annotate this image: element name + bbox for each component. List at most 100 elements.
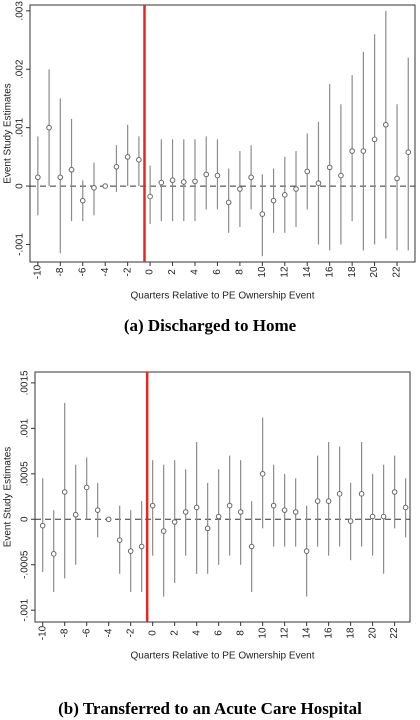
point-estimate [83, 484, 90, 491]
point-estimate [270, 502, 277, 509]
point-estimate [314, 498, 321, 504]
point-estimate [402, 504, 409, 511]
y-tick-label: -.001 [15, 233, 26, 256]
point-estimate [57, 174, 64, 181]
point-estimate [204, 525, 211, 532]
point-estimate [293, 186, 299, 192]
point-estimate [248, 174, 254, 181]
x-tick-label: -8 [59, 628, 70, 637]
y-tick-label: -.001 [20, 598, 31, 621]
x-tick-label: -10 [37, 625, 48, 640]
x-axis-title: Quarters Relative to PE Ownership Event [131, 291, 315, 302]
point-estimate [180, 179, 187, 185]
point-estimate [127, 548, 134, 554]
point-estimate [360, 148, 367, 154]
point-estimate [149, 502, 156, 509]
x-tick-label: -10 [32, 264, 43, 279]
y-tick-label: .0005 [20, 461, 31, 486]
point-estimate [61, 489, 68, 495]
x-tick-label: 6 [213, 630, 224, 636]
point-estimate [124, 154, 131, 160]
point-estimate [91, 185, 97, 191]
x-axis-title: Quarters Relative to PE Ownership Event [131, 651, 315, 662]
point-estimate [326, 164, 333, 171]
x-tick-label: 16 [324, 266, 335, 278]
point-estimate [215, 513, 222, 520]
point-estimate [259, 211, 266, 217]
y-tick-label: .002 [15, 59, 26, 79]
x-tick-label: 2 [169, 630, 180, 636]
point-estimate [46, 124, 52, 131]
y-tick-label: .001 [15, 117, 26, 137]
x-tick-label: 10 [257, 266, 268, 278]
point-estimate [237, 186, 243, 192]
y-tick-label: 0 [20, 516, 31, 522]
x-tick-label: 12 [279, 627, 290, 639]
point-estimate [39, 522, 46, 529]
x-tick-label: 0 [145, 269, 156, 275]
point-estimate [226, 502, 233, 509]
point-estimate [79, 197, 86, 204]
point-estimate [169, 177, 176, 184]
x-tick-label: 18 [345, 627, 356, 639]
x-tick-label: 22 [389, 627, 400, 639]
x-tick-label: 2 [167, 269, 178, 275]
point-estimate [259, 471, 266, 477]
point-estimate [391, 489, 398, 495]
x-tick-label: -8 [55, 267, 66, 276]
point-estimate [338, 172, 344, 179]
point-estimate [303, 548, 310, 554]
point-estimate [113, 163, 120, 170]
x-tick-label: 8 [235, 269, 246, 275]
point-estimate [50, 551, 57, 557]
x-tick-label: -6 [77, 267, 88, 276]
x-tick-label: -2 [125, 628, 136, 637]
point-estimate [237, 509, 244, 515]
point-estimate [383, 121, 389, 128]
point-estimate [380, 513, 387, 520]
plot-frame [34, 371, 411, 623]
point-estimate [369, 513, 376, 520]
point-estimate [315, 180, 322, 186]
x-tick-label: 20 [369, 266, 380, 278]
point-estimate [371, 136, 378, 143]
point-estimate [394, 175, 400, 182]
x-tick-label: 6 [212, 269, 223, 275]
point-estimate [349, 148, 355, 154]
point-estimate [116, 537, 123, 543]
point-estimate [358, 491, 365, 497]
point-estimate [105, 516, 112, 523]
y-tick-label: .003 [15, 1, 26, 21]
point-estimate [68, 166, 75, 173]
point-estimate [160, 528, 167, 534]
x-tick-label: 10 [257, 627, 268, 639]
point-estimate [147, 193, 153, 200]
point-estimate [225, 199, 232, 206]
x-tick-label: 0 [147, 630, 158, 636]
point-estimate [281, 507, 288, 513]
x-tick-label: -2 [122, 267, 133, 276]
x-tick-label: 16 [323, 627, 334, 639]
point-estimate [192, 178, 198, 185]
point-estimate [325, 498, 332, 504]
point-estimate [203, 171, 210, 178]
x-tick-label: 12 [279, 266, 290, 278]
point-estimate [214, 172, 221, 179]
x-tick-label: 14 [301, 627, 312, 639]
point-estimate [292, 509, 299, 515]
y-tick-label: .001 [20, 418, 31, 438]
caption: (a) Discharged to Home [124, 316, 297, 335]
point-estimate [281, 192, 288, 198]
point-estimate [270, 197, 277, 204]
point-estimate [138, 543, 145, 550]
x-tick-label: 20 [367, 627, 378, 639]
point-estimate [35, 174, 41, 181]
x-tick-label: 18 [347, 266, 358, 278]
y-axis-title: Event Study Estimates [3, 83, 14, 184]
x-tick-label: -4 [100, 267, 111, 276]
point-estimate [171, 519, 178, 525]
point-estimate [304, 168, 311, 175]
x-tick-label: 22 [392, 266, 403, 278]
point-estimate [182, 509, 189, 515]
